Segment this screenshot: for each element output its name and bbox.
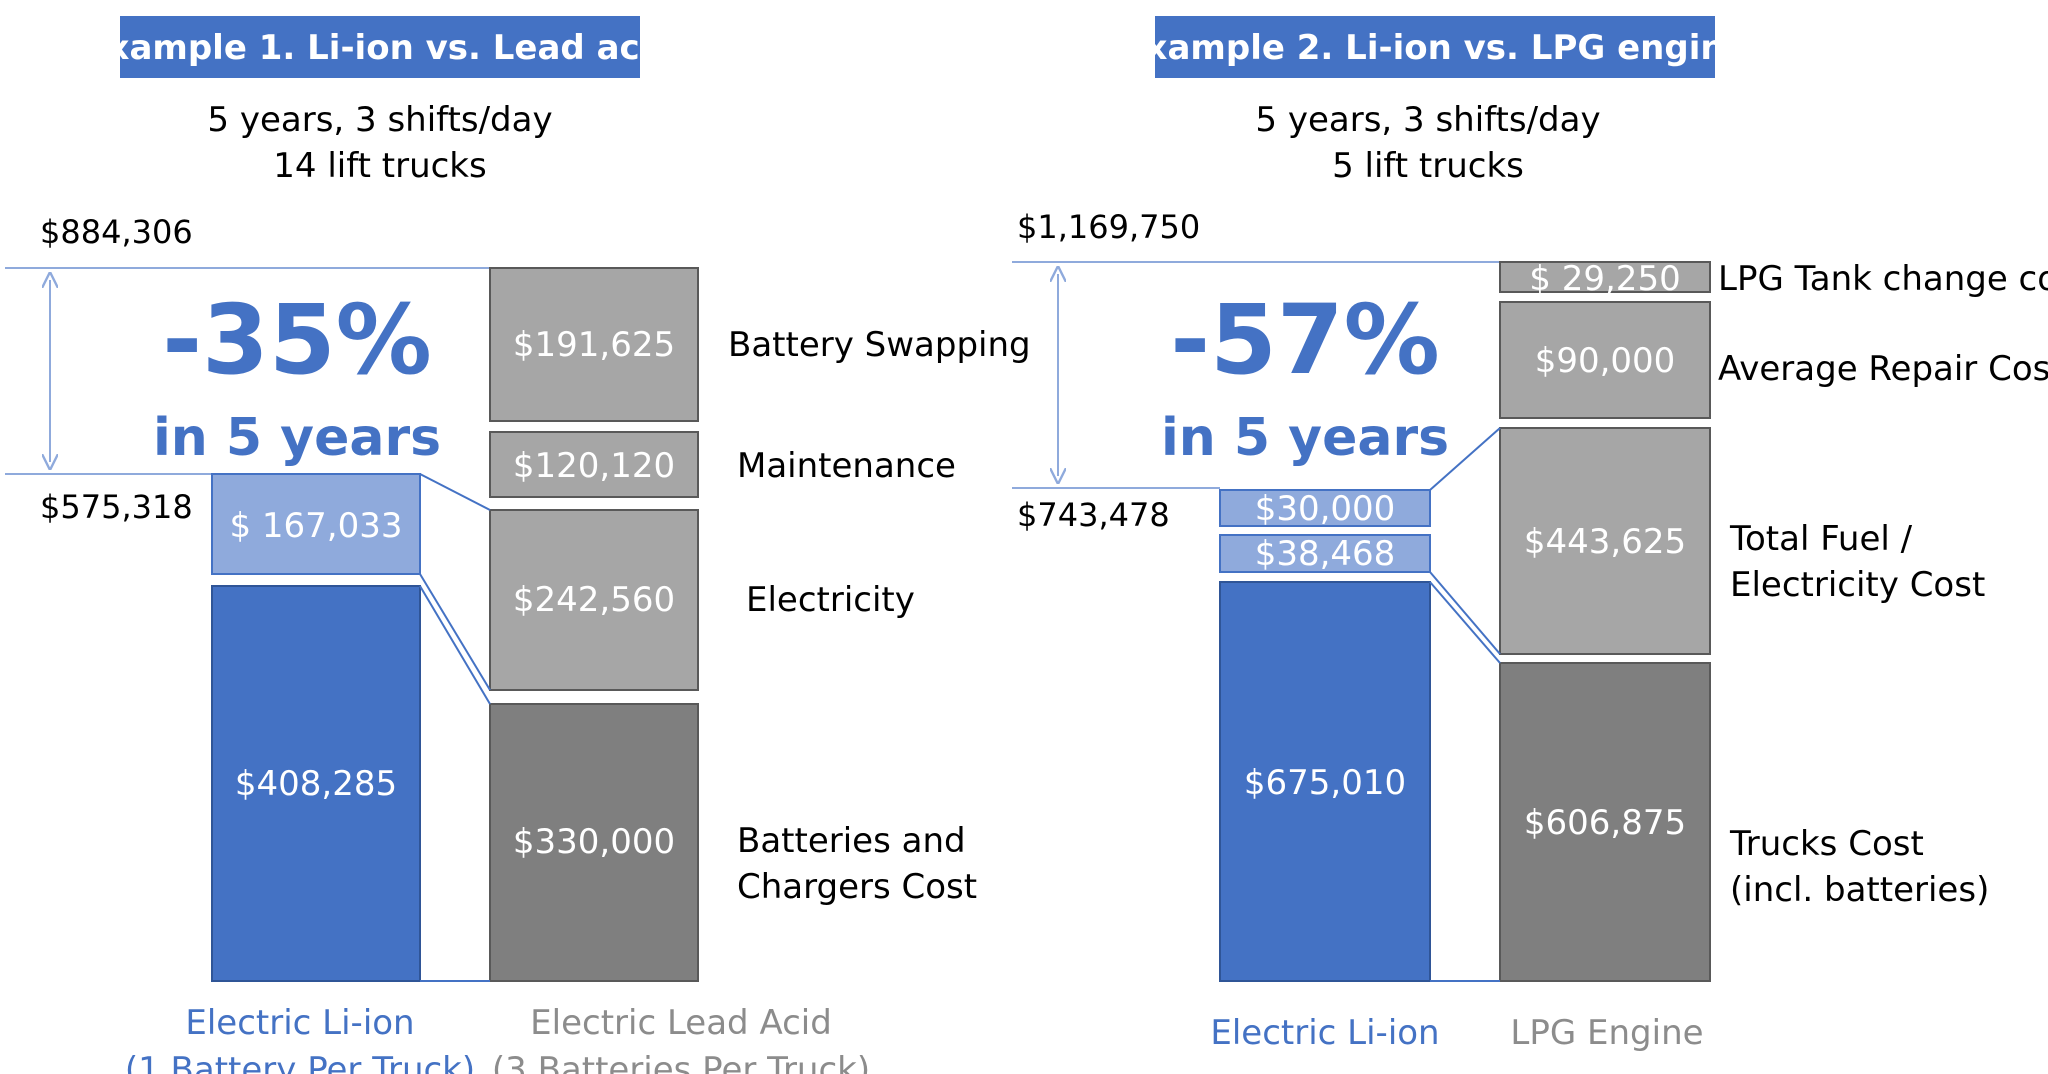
panel-2-liion-top-bar [1219, 489, 1431, 527]
panel-2-liion-top-value: $30,000 [1255, 489, 1396, 529]
panel-1-legend-batteries-line-2: Chargers Cost [737, 867, 977, 907]
panel-2-legend-fuel-line-2: Electricity Cost [1730, 565, 1985, 605]
panel-1-reduction-percent: -35% [162, 284, 432, 396]
panel-2-title: Example 2. Li-ion vs. LPG engine [1122, 28, 1747, 68]
panel-2-reduction-percent: -57% [1170, 284, 1440, 396]
panel-2-low-total-label: $743,478 [1017, 496, 1170, 534]
panel-1-connector-mid-1 [419, 573, 491, 691]
panel-2-liion-mid-bar [1219, 534, 1431, 573]
panel-2-header-box [1155, 16, 1715, 78]
panel-1-reduction-period: in 5 years [153, 408, 441, 468]
panel-1-lead-swapping-bar [489, 267, 699, 422]
panel-2-reduction-period: in 5 years [1161, 408, 1449, 468]
panel-2-connector-mid-2 [1429, 581, 1501, 664]
panel-1-liion-extra-bar [211, 473, 421, 575]
panel-2-legend-trucks-line-1: Trucks Cost [1729, 824, 1924, 864]
panel-1-subtitle-line-2: 14 lift trucks [273, 146, 486, 186]
panel-1-lead-maintenance-bar [489, 431, 699, 498]
panel-2-lpg-fuel-bar [1499, 427, 1711, 655]
panel-1-liion-base-value: $408,285 [235, 764, 397, 804]
panel-2-category-lpg: LPG Engine [1510, 1013, 1703, 1053]
panel-1-title: Example 1. Li-ion vs. Lead acid [84, 28, 675, 68]
panel-1-category-liion-line-2: (1 Battery Per Truck) [125, 1050, 475, 1074]
panel-1-liion-extra-value: $ 167,033 [229, 506, 402, 546]
panel-1-lead-electricity-bar [489, 509, 699, 691]
panel-1-connector-top [419, 473, 491, 511]
panel-2-category-liion: Electric Li-ion [1210, 1013, 1439, 1053]
panel-example-2: Example 2. Li-ion vs. LPG engine 5 years… [1012, 16, 2048, 1053]
panel-1-legend-maintenance: Maintenance [737, 446, 956, 486]
panel-1-header-box [120, 16, 640, 78]
panel-2-lpg-trucks-value: $606,875 [1524, 803, 1686, 843]
panel-2-legend-fuel-line-1: Total Fuel / [1729, 519, 1913, 559]
panel-1-legend-batteries-line-1: Batteries and [737, 821, 966, 861]
panel-2-lpg-trucks-bar [1499, 662, 1711, 982]
panel-2-legend-repair: Average Repair Cost [1718, 349, 2048, 389]
panel-2-lpg-tank-value: $ 29,250 [1529, 259, 1680, 299]
panel-example-1: Example 1. Li-ion vs. Lead acid 5 years,… [5, 16, 1031, 1074]
panel-1-lead-electricity-value: $242,560 [513, 580, 675, 620]
panel-2-connector-top [1429, 427, 1501, 491]
panel-1-lead-batteries-value: $330,000 [513, 822, 675, 862]
panel-2-legend-tank: LPG Tank change cost [1718, 259, 2048, 299]
panel-2-lpg-tank-bar [1499, 261, 1711, 293]
panel-2-lpg-repair-value: $90,000 [1535, 341, 1676, 381]
panel-2-subtitle-line-1: 5 years, 3 shifts/day [1255, 100, 1600, 140]
panel-1-legend-electricity: Electricity [746, 580, 915, 620]
panel-1-category-lead-line-2: (3 Batteries Per Truck) [492, 1050, 870, 1074]
panel-1-connector-mid-2 [419, 585, 491, 705]
panel-1-low-total-label: $575,318 [40, 488, 193, 526]
panel-2-lpg-fuel-value: $443,625 [1524, 522, 1686, 562]
panel-1-high-total-label: $884,306 [40, 213, 193, 251]
panel-1-lead-batteries-bar [489, 703, 699, 982]
panel-1-liion-base-bar [211, 585, 421, 982]
panel-2-high-total-label: $1,169,750 [1017, 208, 1200, 246]
panel-2-subtitle-line-2: 5 lift trucks [1332, 146, 1524, 186]
panel-2-liion-base-bar [1219, 581, 1431, 982]
panel-1-lead-maintenance-value: $120,120 [513, 446, 675, 486]
panel-1-lead-swapping-value: $191,625 [513, 325, 675, 365]
panel-2-legend-trucks-line-2: (incl. batteries) [1730, 870, 1989, 910]
panel-2-connector-mid-1 [1429, 571, 1501, 655]
panel-1-legend-battery-swapping: Battery Swapping [728, 325, 1031, 365]
panel-2-liion-base-value: $675,010 [1244, 763, 1406, 803]
panel-1-category-lead-line-1: Electric Lead Acid [530, 1003, 832, 1043]
panel-2-lpg-repair-bar [1499, 301, 1711, 419]
panel-1-subtitle-line-1: 5 years, 3 shifts/day [207, 100, 552, 140]
panel-2-liion-mid-value: $38,468 [1255, 534, 1396, 574]
panel-1-category-liion-line-1: Electric Li-ion [185, 1003, 414, 1043]
